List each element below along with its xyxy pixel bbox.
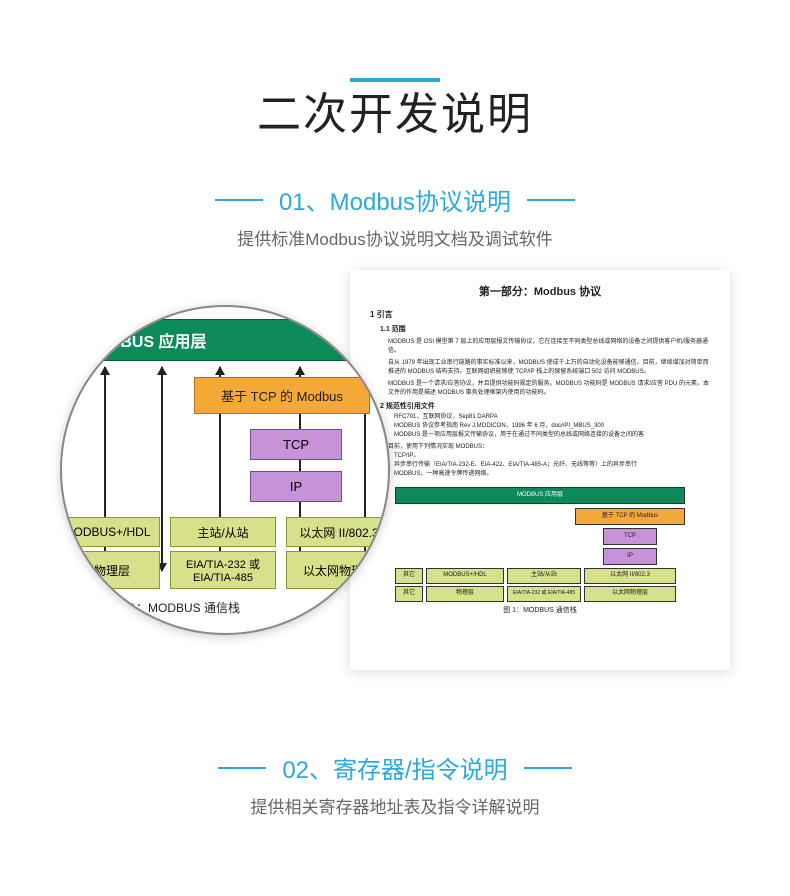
mini-tcp-modbus: 基于 TCP 的 Modbus xyxy=(575,508,685,525)
mini-other-top: 其它 xyxy=(395,568,423,584)
section-1-subtitle: 提供标准Modbus协议说明文档及调试软件 xyxy=(0,225,790,250)
mini-eia: EIA/TIA-232 或 EIA/TIA-485 xyxy=(507,586,581,602)
mini-ip: IP xyxy=(603,548,657,565)
zoom-circle: MODBUS 应用层 基于 TCP 的 Modbus TCP IP ODBUS+… xyxy=(60,305,390,635)
section-2-header: 02、寄存器/指令说明 xyxy=(0,750,790,785)
zoom-ip: IP xyxy=(250,471,342,502)
document-page: 第一部分：Modbus 协议 1 引言 1.1 范围 MODBUS 是 OSI … xyxy=(350,270,730,670)
zoom-tcp: TCP xyxy=(250,429,342,460)
doc-title: 第一部分：Modbus 协议 xyxy=(370,284,710,301)
doc-impl-1: TCP/IP。 xyxy=(394,452,710,461)
mini-tcp: TCP xyxy=(603,528,657,545)
doc-h1-intro: 1 引言 xyxy=(370,309,710,321)
zoom-eia: EIA/TIA-232 或 EIA/TIA-485 xyxy=(170,551,276,589)
mini-hdl: MODBUS+/HDL xyxy=(426,568,504,584)
section-2-subtitle: 提供相关寄存器地址表及指令详解说明 xyxy=(0,793,790,818)
doc-h2-scope: 1.1 范围 xyxy=(380,325,710,336)
doc-h2-refs: 2 规范性引用文件 xyxy=(380,402,710,413)
zoom-master-slave: 主站/从站 xyxy=(170,517,276,547)
doc-para-1: MODBUS 是 OSI 模型第 7 层上的应用层报文传输协议，它在连接至不同类… xyxy=(388,338,710,356)
mini-app-layer: MODBUS 应用层 xyxy=(395,487,685,504)
dash-left-2 xyxy=(218,767,266,769)
doc-impl-3: MODBUS，一种高速令牌传递网络。 xyxy=(394,470,710,479)
mini-caption: 图 1：MODBUS 通信栈 xyxy=(395,606,685,617)
section-2-title: 02、寄存器/指令说明 xyxy=(282,750,507,785)
figure-area: 第一部分：Modbus 协议 1 引言 1.1 范围 MODBUS 是 OSI … xyxy=(0,270,790,690)
zoom-caption: 图 1：MODBUS 通信栈 xyxy=(114,599,390,616)
zoom-phy1: 物理层 xyxy=(64,551,160,589)
dash-right xyxy=(527,199,575,201)
zoom-app-layer: MODBUS 应用层 xyxy=(72,319,382,361)
top-accent-bar xyxy=(350,78,440,82)
section-1-header: 01、Modbus协议说明 xyxy=(0,182,790,217)
mini-ethernet: 以太网 II/802.3 xyxy=(584,568,676,584)
doc-ref-3: MODBUS 是一项应用层报文传输协议，用于在通过不同类型的总线或网络连接的设备… xyxy=(394,431,710,440)
section-1-title: 01、Modbus协议说明 xyxy=(279,182,511,217)
mini-eth-phy: 以太网物理层 xyxy=(584,586,676,602)
zoom-tcp-modbus: 基于 TCP 的 Modbus xyxy=(194,377,370,414)
doc-ref-1: RFC791，互联网协议，Sep81 DARPA xyxy=(394,413,710,422)
mini-diagram: MODBUS 应用层 基于 TCP 的 Modbus TCP IP 其它 其它 … xyxy=(395,487,685,617)
dash-left xyxy=(215,199,263,201)
doc-impl-2: 异步串行传输（EIA/TIA-232-E、EIA-422、EIA/TIA-485… xyxy=(394,461,710,470)
zoom-eth-phy: 以太网物理层 xyxy=(286,551,390,589)
mini-phy1: 物理层 xyxy=(426,586,504,602)
mini-other-bot: 其它 xyxy=(395,586,423,602)
dash-right-2 xyxy=(524,767,572,769)
mini-master-slave: 主站/从站 xyxy=(507,568,581,584)
page-title: 二次开发说明 xyxy=(0,78,790,142)
zoom-ethernet: 以太网 II/802.3 xyxy=(286,517,390,547)
doc-para-4: 目前，使用下列情况实现 MODBUS： xyxy=(388,443,710,452)
doc-para-2: 自从 1979 年出现工业串行链路的事实标准以来，MODBUS 使成千上万的自动… xyxy=(388,359,710,377)
doc-ref-2: MODBUS 协议参考指南 Rev J,MODICON，1996 年 6 月，d… xyxy=(394,422,710,431)
doc-para-3: MODBUS 是一个请求/应答协议，并且提供功能码规定的服务。MODBUS 功能… xyxy=(388,380,710,398)
zoom-hdl: ODBUS+/HDL xyxy=(64,517,160,547)
